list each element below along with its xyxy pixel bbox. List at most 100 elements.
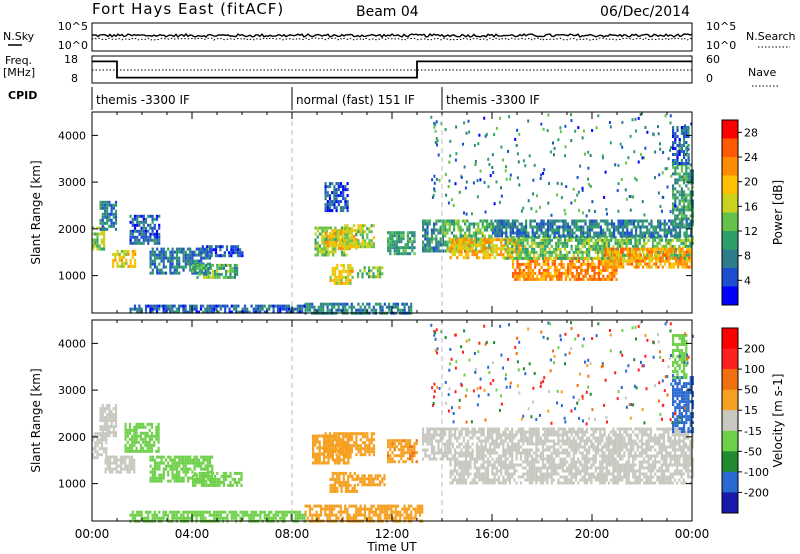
freq-strip-frame — [91, 55, 693, 84]
y-tick-label: 3000 — [58, 384, 86, 397]
colorbar-tick-label: -100 — [744, 466, 769, 479]
y-tick-label: 4000 — [58, 337, 86, 350]
nsearch-trace — [91, 37, 693, 41]
y-tick-label: 3000 — [58, 176, 86, 189]
data-region — [99, 404, 118, 438]
colorbar-swatch — [722, 471, 738, 493]
colorbar-tick-label: 28 — [744, 126, 758, 139]
nsky-tick-bottom: 10^0 — [58, 39, 88, 52]
time-axis: 00:00 04:00 08:00 12:00 16:00 20:00 00:00 — [75, 527, 710, 541]
colorbar-tick-label: 16 — [744, 200, 758, 213]
colorbar-tick-label: 12 — [744, 225, 758, 238]
cpid-segment-label: themis -3300 IF — [96, 93, 190, 107]
colorbar-swatch — [722, 286, 738, 306]
freq-lines — [92, 60, 692, 79]
data-region — [99, 200, 118, 231]
data-region — [104, 455, 136, 474]
colorbar-swatch — [722, 175, 738, 195]
date-label: 06/Dec/2014 — [600, 4, 690, 20]
data-region — [124, 422, 160, 453]
data-region — [387, 439, 418, 464]
colorbar-tick-label: 50 — [744, 384, 758, 397]
data-region — [387, 231, 416, 256]
nsky-strip-frame — [91, 22, 693, 52]
scatter-region — [430, 321, 694, 426]
colorbar-tick-label: 8 — [744, 250, 751, 263]
colorbar-swatch — [722, 138, 738, 158]
nsky-lines — [91, 32, 693, 41]
x-tick-label: 04:00 — [175, 527, 210, 541]
colorbar-swatch — [722, 120, 738, 139]
colorbar-tick-label: 24 — [744, 151, 758, 164]
x-tick-label: 08:00 — [275, 527, 310, 541]
x-tick-label: 00:00 — [675, 527, 710, 541]
x-tick-label: 16:00 — [475, 527, 510, 541]
scatter-region — [430, 113, 694, 218]
data-region — [604, 247, 693, 269]
colorbar-swatch — [722, 328, 738, 350]
data-region — [357, 474, 386, 487]
data-region — [449, 238, 523, 260]
colorbar-swatch — [722, 410, 738, 432]
data-region — [129, 214, 161, 245]
freq-tick-top: 18 — [64, 53, 78, 66]
data-region — [357, 266, 384, 279]
colorbar-frame — [721, 119, 739, 306]
y-tick-label: 2000 — [58, 431, 86, 444]
colorbar-swatch — [722, 451, 738, 473]
data-region — [129, 304, 306, 314]
colorbar-swatch — [722, 369, 738, 391]
panel-background — [92, 320, 692, 521]
nave-label: Nave — [748, 66, 776, 79]
colorbar-tick-label: 200 — [744, 343, 765, 356]
cpid-strip: themis -3300 IF normal (fast) 151 IF themi… — [91, 87, 540, 110]
data-region — [192, 263, 239, 279]
colorbar-frame — [721, 327, 739, 514]
colorbar-tick-label: 4 — [744, 274, 751, 287]
colorbar-tick-label: 100 — [744, 363, 765, 376]
nsky-tick-top: 10^5 — [58, 20, 88, 33]
y-tick-label: 1000 — [58, 270, 86, 283]
panel-background — [92, 112, 692, 313]
colorbar-tick-label: 20 — [744, 176, 758, 189]
power-panel: 1000 2000 3000 4000 Slant Range [km] 4 8 12 16 20… — [29, 111, 785, 315]
data-region — [192, 471, 243, 487]
colorbar-tick-label: -50 — [744, 445, 762, 458]
nave-tick-bottom: 0 — [706, 72, 713, 85]
colorbar-title: Velocity [m s-1] — [771, 374, 785, 468]
colorbar-swatch — [722, 389, 738, 411]
colorbar-tick-label: -15 — [744, 425, 762, 438]
colorbar-swatch — [722, 157, 738, 176]
colorbar-swatch — [722, 231, 738, 250]
radar-title: Fort Hays East (fitACF) — [92, 0, 284, 18]
data-region — [449, 427, 694, 485]
data-region — [422, 219, 444, 253]
nsky-label: N.Sky — [3, 30, 35, 43]
y-tick-label: 2000 — [58, 223, 86, 236]
data-region — [199, 245, 244, 258]
y-axis-title: Slant Range [km] — [29, 368, 43, 472]
y-tick-label: 1000 — [58, 478, 86, 491]
cpid-segment-label: themis -3300 IF — [446, 93, 540, 107]
x-tick-label: 20:00 — [575, 527, 610, 541]
cpid-segment-label: normal (fast) 151 IF — [296, 93, 415, 107]
data-region — [324, 182, 349, 213]
freq-unit: [MHz] — [3, 66, 35, 79]
x-axis-title: Time UT — [366, 540, 417, 554]
colorbar-swatch — [722, 249, 738, 269]
nave-tick-top: 60 — [706, 53, 720, 66]
colorbar-swatch — [722, 268, 738, 287]
data-region — [672, 163, 694, 227]
colorbar-tick-label: -200 — [744, 486, 769, 499]
x-tick-label: 12:00 — [375, 527, 410, 541]
colorbar-swatch — [722, 194, 738, 213]
data-region — [304, 504, 424, 523]
colorbar-swatch — [722, 430, 738, 452]
x-tick-label: 00:00 — [75, 527, 110, 541]
frequency-trace — [92, 60, 692, 79]
colorbar-title: Power [dB] — [771, 180, 785, 245]
data-region — [149, 455, 214, 483]
data-region — [422, 427, 451, 461]
y-tick-label: 4000 — [58, 129, 86, 142]
data-region — [492, 219, 693, 238]
